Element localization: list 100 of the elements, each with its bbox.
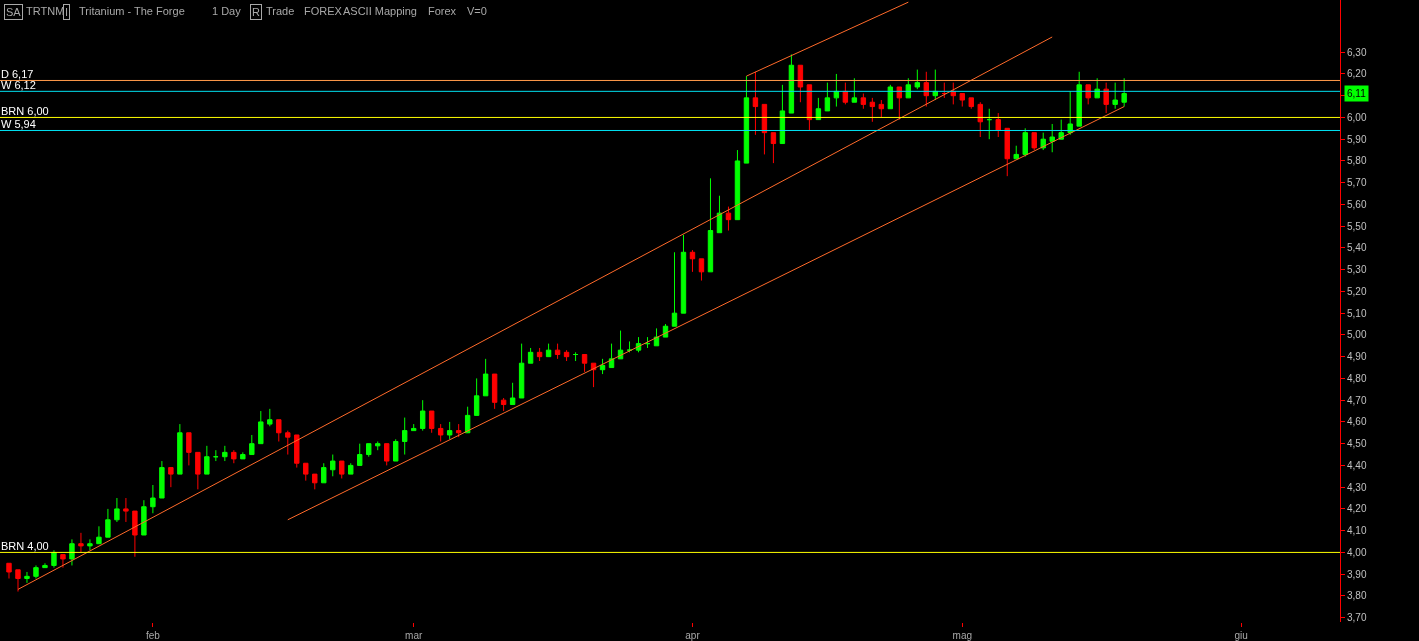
candlestick	[896, 86, 903, 121]
y-tick-label: 5,30	[1347, 264, 1367, 276]
y-tick-label: 6,20	[1347, 68, 1367, 80]
ref-line-label: W 5,94	[1, 118, 36, 130]
candlestick	[689, 249, 696, 273]
y-tick-label: 5,40	[1347, 242, 1367, 254]
candlestick	[473, 377, 480, 416]
candlestick	[348, 462, 354, 475]
candlestick	[1049, 123, 1055, 153]
text: 6,11	[1347, 88, 1367, 99]
candlestick	[1031, 132, 1037, 151]
candlestick	[1013, 145, 1019, 160]
annotation: Tritanium - The Forge	[79, 5, 185, 17]
candlestick	[312, 473, 318, 490]
annotation: Forex	[428, 5, 457, 17]
candlestick	[950, 82, 956, 105]
candlestick	[69, 538, 75, 566]
candlestick	[446, 421, 453, 440]
candlestick	[761, 103, 768, 155]
candlestick	[464, 406, 471, 434]
y-tick-label: 4,60	[1347, 416, 1367, 428]
candlestick	[986, 108, 992, 140]
candlestick	[15, 569, 21, 593]
candlestick	[114, 497, 120, 523]
y-tick-label: 3,80	[1347, 590, 1367, 602]
y-tick-label: 4,30	[1347, 481, 1367, 493]
candlestick	[806, 84, 813, 131]
candlestick	[905, 77, 912, 99]
candlestick	[384, 443, 390, 466]
candlestick	[1085, 84, 1091, 105]
y-tick-label: 4,80	[1347, 372, 1367, 384]
candlestick	[177, 423, 183, 475]
annotation: ASCII Mapping	[343, 5, 417, 17]
candlestick	[231, 449, 237, 464]
ref-line-label: W 6,12	[1, 79, 36, 91]
candlestick	[60, 554, 66, 569]
candlestick	[932, 69, 939, 101]
candlestick	[671, 251, 678, 327]
candlestick	[132, 510, 138, 558]
candlestick	[941, 82, 947, 99]
candlestick	[716, 195, 723, 234]
candlestick	[87, 538, 93, 551]
candlestick	[797, 64, 804, 103]
candlestick	[860, 93, 867, 110]
y-tick-label: 5,50	[1347, 220, 1367, 232]
x-tick-label: mar	[405, 630, 423, 641]
y-tick-label: 4,10	[1347, 525, 1367, 537]
candlestick	[24, 571, 30, 584]
candlestick	[743, 75, 750, 164]
candlestick	[851, 77, 858, 103]
y-tick-label: 5,20	[1347, 285, 1367, 297]
candlestick	[78, 532, 84, 553]
candlestick	[276, 419, 282, 442]
ref-line-label: D 6,17	[1, 68, 34, 80]
annotation: FOREX	[304, 5, 343, 17]
candlestick	[6, 562, 12, 579]
annotation: SA	[6, 6, 22, 18]
candlestick	[168, 467, 174, 488]
candlestick	[590, 362, 597, 388]
candlestick	[213, 449, 219, 462]
y-tick-label: 3,90	[1347, 568, 1367, 580]
candlestick	[824, 82, 831, 112]
candlestick	[500, 397, 507, 412]
candlestick	[96, 525, 102, 545]
candlestick	[554, 343, 561, 360]
candlestick	[33, 564, 39, 579]
candlestick	[105, 508, 111, 538]
y-tick-label: 4,50	[1347, 438, 1367, 450]
candlestick	[330, 454, 336, 477]
y-tick-label: 5,70	[1347, 177, 1367, 189]
y-tick-label: 4,40	[1347, 459, 1367, 471]
candlestick	[393, 438, 399, 462]
y-tick-label: 4,90	[1347, 351, 1367, 363]
ref-line-label: BRN 4,00	[1, 540, 49, 552]
candlestick	[725, 206, 732, 232]
y-tick-label: 5,90	[1347, 133, 1367, 145]
annotation: I	[65, 6, 69, 18]
candlestick	[1076, 71, 1082, 127]
candlestick	[339, 460, 345, 479]
candlestick	[1112, 82, 1118, 110]
candlestick	[204, 445, 210, 475]
candlestick	[1067, 90, 1073, 136]
candlestick	[995, 112, 1001, 138]
candlestick	[644, 336, 651, 349]
candlestick	[770, 132, 777, 164]
y-tick-label: 5,80	[1347, 155, 1367, 167]
candlestick	[1121, 77, 1127, 108]
candlestick	[1094, 77, 1100, 99]
candlestick	[887, 84, 894, 110]
candlestick	[518, 343, 525, 399]
candlestick	[1022, 127, 1028, 158]
y-tick-label: 3,70	[1347, 612, 1367, 624]
candlestick	[240, 451, 246, 460]
x-tick-label: apr	[685, 630, 701, 641]
candlestick	[375, 440, 381, 451]
candlestick	[509, 382, 516, 406]
candlestick	[428, 410, 435, 434]
candlestick	[285, 430, 291, 456]
candlestick	[734, 149, 741, 221]
y-tick-label: 5,60	[1347, 198, 1367, 210]
